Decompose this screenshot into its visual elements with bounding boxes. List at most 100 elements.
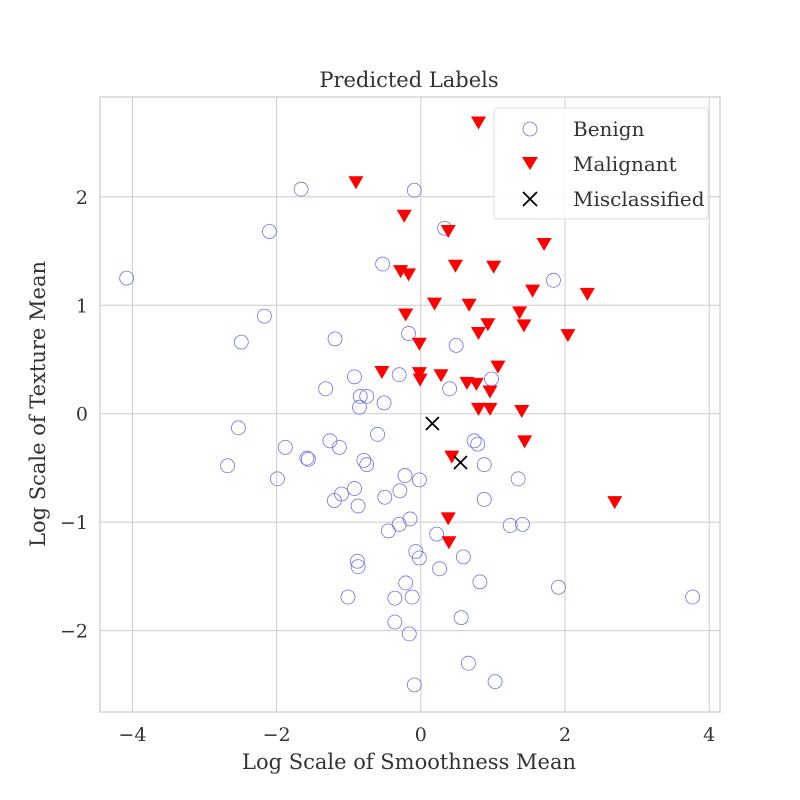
benign-point — [510, 471, 526, 487]
benign-point — [411, 550, 427, 566]
benign-point — [349, 553, 365, 569]
malignant-point — [440, 224, 456, 238]
legend-misclassified-label: Misclassified — [573, 187, 705, 211]
x-tick-label: −2 — [263, 724, 291, 746]
benign-point — [476, 457, 492, 473]
benign-point — [377, 489, 393, 505]
benign-point — [453, 610, 469, 626]
malignant-point — [560, 329, 576, 343]
y-tick-label: 1 — [76, 295, 88, 317]
x-tick-label: 4 — [703, 724, 715, 746]
benign-point — [432, 561, 447, 577]
malignant-point — [441, 536, 457, 550]
benign-point — [277, 439, 293, 455]
y-axis-title: Log Scale of Texture Mean — [26, 261, 50, 547]
malignant-point — [536, 238, 552, 252]
benign-point — [404, 589, 420, 605]
benign-point — [347, 369, 362, 385]
x-tick-label: −4 — [118, 724, 146, 746]
benign-point — [402, 511, 418, 527]
misclassified-point — [453, 455, 468, 470]
benign-point — [356, 452, 372, 468]
benign-point — [293, 181, 309, 197]
benign-point — [551, 579, 566, 595]
benign-point — [233, 334, 249, 350]
malignant-point — [412, 373, 428, 387]
benign-point — [352, 399, 367, 415]
malignant-point — [516, 319, 532, 333]
benign-point — [401, 326, 416, 341]
benign-point — [487, 674, 503, 690]
malignant-point — [525, 284, 541, 298]
malignant-point — [398, 308, 414, 322]
benign-point — [220, 458, 236, 474]
malignant-point — [470, 402, 486, 416]
legend-malignant-label: Malignant — [573, 152, 677, 176]
malignant-point — [470, 326, 486, 340]
malignant-point — [447, 259, 463, 273]
chart-title: Predicted Labels — [319, 68, 498, 92]
malignant-point — [411, 367, 427, 381]
benign-point — [391, 516, 407, 532]
malignant-point — [401, 268, 417, 282]
x-axis-title: Log Scale of Smoothness Mean — [242, 750, 576, 774]
benign-point — [326, 493, 342, 508]
benign-point — [406, 182, 422, 198]
malignant-point — [468, 377, 484, 391]
benign-point — [350, 498, 366, 514]
y-tick-label: 2 — [76, 187, 88, 209]
plot-frame — [99, 96, 721, 713]
benign-point — [119, 270, 135, 286]
benign-point — [376, 395, 392, 411]
benign-point — [401, 626, 417, 642]
legend-malignant-marker — [522, 157, 538, 170]
benign-point — [515, 516, 530, 532]
legend-misclassified-marker — [522, 191, 538, 207]
malignant-point — [482, 402, 498, 416]
malignant-point — [374, 366, 390, 380]
benign-point — [380, 523, 396, 539]
malignant-point — [461, 298, 477, 312]
benign-point — [470, 436, 486, 452]
benign-point — [502, 518, 518, 533]
legend: Benign Malignant Misclassified — [493, 107, 709, 220]
legend-box — [493, 107, 709, 220]
benign-point — [460, 655, 476, 671]
x-tick-label: 2 — [559, 724, 571, 746]
malignant-point — [490, 360, 506, 374]
benign-point — [397, 468, 413, 483]
benign-point — [359, 388, 375, 404]
benign-point — [331, 439, 347, 455]
benign-point — [256, 308, 272, 324]
benign-point — [387, 614, 403, 630]
malignant-point — [433, 369, 449, 383]
data-points — [119, 116, 701, 693]
benign-point — [318, 381, 334, 397]
benign-point — [448, 337, 464, 353]
malignant-point — [396, 209, 412, 223]
malignant-point — [482, 385, 498, 399]
benign-point — [472, 574, 488, 590]
benign-point — [231, 420, 246, 436]
malignant-point — [393, 265, 409, 279]
benign-point — [370, 426, 385, 442]
benign-point — [442, 381, 458, 397]
benign-point — [429, 526, 445, 542]
benign-point — [300, 451, 316, 467]
benign-point — [392, 483, 408, 499]
benign-point — [327, 331, 343, 347]
benign-point — [455, 549, 471, 565]
misclassified-point — [425, 416, 440, 431]
malignant-point — [444, 450, 460, 464]
malignant-point — [607, 496, 623, 510]
benign-point — [484, 371, 499, 387]
benign-point — [391, 367, 407, 383]
benign-point — [322, 433, 338, 449]
x-tick-label: 0 — [415, 724, 427, 746]
malignant-point — [348, 176, 364, 190]
benign-point — [685, 589, 701, 605]
benign-point — [299, 450, 315, 466]
benign-point — [411, 472, 427, 488]
legend-benign-marker — [522, 121, 538, 137]
